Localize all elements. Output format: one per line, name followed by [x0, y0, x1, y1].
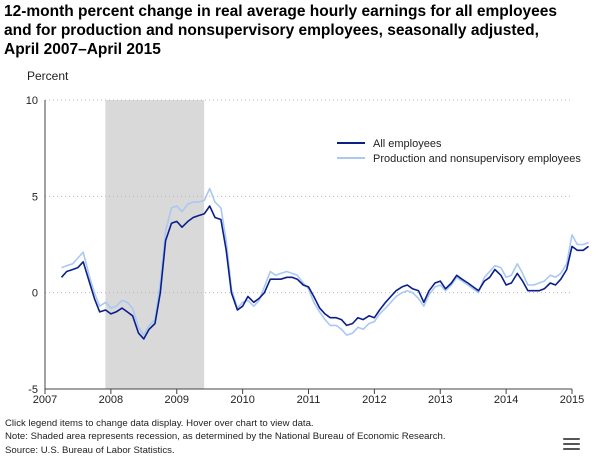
menu-bar-middle — [563, 443, 580, 445]
menu-bar-bottom — [563, 448, 580, 450]
y-tick-label--5: -5 — [28, 384, 38, 396]
y-tick-label-5: 5 — [32, 191, 38, 203]
chart-title-line-2: and for production and nonsupervisory em… — [4, 22, 539, 39]
y-tick-label-10: 10 — [26, 95, 38, 107]
y-tick-label-0: 0 — [32, 288, 38, 300]
chart-notes: Click legend items to change data displa… — [5, 417, 446, 457]
x-tick-label-2012: 2012 — [362, 394, 386, 406]
y-axis-label: Percent — [27, 69, 69, 83]
recession-shading-note: Note: Shaded area represents recession, … — [5, 431, 446, 443]
x-tick-label-2013: 2013 — [428, 394, 452, 406]
chart-title: 12-month percent change in real average … — [4, 2, 594, 59]
chart-title-line-1: 12-month percent change in real average … — [4, 3, 558, 20]
menu-bar-top — [563, 438, 580, 440]
recession-shading — [105, 100, 205, 389]
series-line-all-employees[interactable] — [60, 205, 589, 340]
x-tick-label-2010: 2010 — [230, 394, 254, 406]
legend-label-0[interactable]: All employees — [373, 138, 442, 150]
x-tick-label-2015: 2015 — [560, 394, 584, 406]
series-line-production-nonsupervisory[interactable] — [61, 187, 589, 336]
x-tick-label-2014: 2014 — [494, 394, 518, 406]
hamburger-menu-icon[interactable] — [563, 438, 580, 452]
x-tick-label-2009: 2009 — [165, 394, 189, 406]
x-tick-label-2007: 2007 — [33, 394, 57, 406]
legend-label-1[interactable]: Production and nonsupervisory employees — [373, 153, 581, 165]
chart-instruction-note: Click legend items to change data displa… — [5, 418, 314, 429]
x-tick-label-2008: 2008 — [99, 394, 123, 406]
chart-title-line-3: April 2007–April 2015 — [4, 41, 161, 58]
x-tick-label-2011: 2011 — [297, 394, 321, 406]
source-note: Source: U.S. Bureau of Labor Statistics. — [5, 444, 175, 456]
